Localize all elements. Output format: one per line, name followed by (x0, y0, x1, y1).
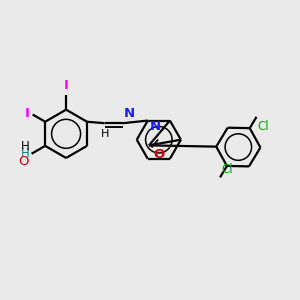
Text: Cl: Cl (257, 120, 269, 133)
Text: H: H (20, 147, 29, 160)
Text: N: N (124, 107, 135, 120)
Text: O: O (154, 148, 165, 161)
Text: O: O (19, 155, 29, 168)
Text: I: I (64, 79, 68, 92)
Text: Cl: Cl (222, 163, 233, 176)
Text: H: H (20, 140, 29, 152)
Text: N: N (150, 120, 161, 133)
Text: H: H (101, 128, 110, 139)
Text: I: I (25, 106, 30, 119)
